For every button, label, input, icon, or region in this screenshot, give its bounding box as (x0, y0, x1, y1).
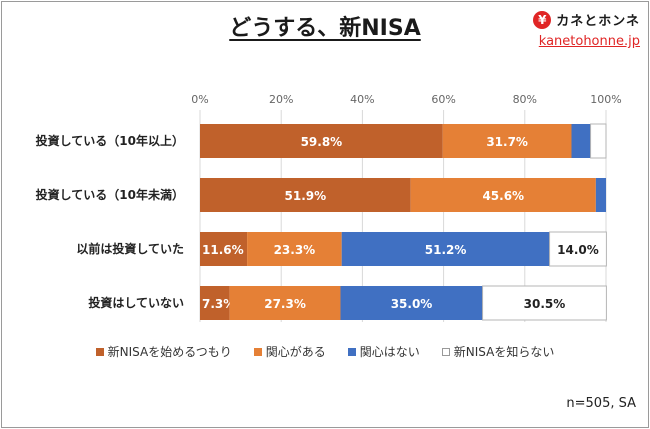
brand-name: カネとホンネ (556, 14, 640, 29)
legend-swatch-unaware (441, 347, 450, 356)
bar-segment (571, 124, 591, 158)
x-tick-label: 40% (350, 93, 374, 106)
legend-item: 新NISAを知らない (441, 343, 555, 360)
legend-swatch-plan (95, 347, 104, 356)
sample-note: n=505, SA (566, 396, 636, 411)
legend-label: 新NISAを始めるつもり (107, 345, 232, 359)
legend: 新NISAを始めるつもり 関心がある 関心はない 新NISAを知らない (0, 343, 650, 360)
bar-segment (482, 285, 607, 321)
legend-swatch-not-interested (347, 347, 356, 356)
category-label: 投資はしていない (88, 295, 184, 310)
data-label: 27.3% (264, 297, 306, 311)
x-tick-label: 60% (431, 93, 455, 106)
bar-segment (340, 286, 483, 320)
data-label: 45.6% (482, 189, 524, 203)
data-label: 30.5% (524, 297, 566, 311)
data-label: 31.7% (486, 135, 528, 149)
bar-segment (200, 286, 230, 320)
category-label: 投資している（10年以上） (36, 133, 184, 148)
legend-label: 関心はない (359, 345, 420, 359)
legend-item: 関心がある (253, 343, 326, 360)
legend-label: 新NISAを知らない (453, 345, 555, 359)
yen-icon: ¥ (533, 10, 552, 29)
data-label: 51.9% (285, 189, 327, 203)
data-label: 35.0% (391, 297, 433, 311)
legend-item: 新NISAを始めるつもり (95, 343, 232, 360)
data-label: 59.8% (301, 135, 343, 149)
legend-swatch-interested (253, 347, 262, 356)
x-tick-label: 100% (590, 93, 621, 106)
data-label: 14.0% (557, 243, 599, 257)
brand-url-link[interactable]: kanetohonne.jp (538, 34, 640, 49)
data-label: 51.2% (425, 243, 467, 257)
category-label: 以前は投資していた (76, 241, 184, 256)
legend-label: 関心がある (265, 345, 326, 359)
bar-segment (200, 178, 411, 212)
bar-segment (595, 178, 606, 212)
bar-segment (442, 124, 572, 158)
bar-segment (200, 124, 443, 158)
chart-title: どうする、新NISA (229, 16, 421, 41)
bar-segment (549, 231, 607, 267)
data-label: 11.6% (202, 243, 244, 257)
legend-item: 関心はない (347, 343, 420, 360)
bar-segment (229, 286, 341, 320)
brand-logo[interactable]: ¥ カネとホンネ kanetohonne.jp (500, 10, 640, 49)
bar-segment (410, 178, 596, 212)
data-label: 23.3% (274, 243, 316, 257)
category-label: 投資している（10年未満） (36, 187, 184, 202)
bar-segment (590, 123, 607, 159)
data-label: 7.3% (202, 297, 235, 311)
bar-segment (341, 232, 550, 266)
x-tick-label: 80% (513, 93, 537, 106)
bar-segment (200, 232, 248, 266)
bar-segment (247, 232, 342, 266)
x-tick-label: 20% (269, 93, 293, 106)
x-tick-label: 0% (191, 93, 208, 106)
